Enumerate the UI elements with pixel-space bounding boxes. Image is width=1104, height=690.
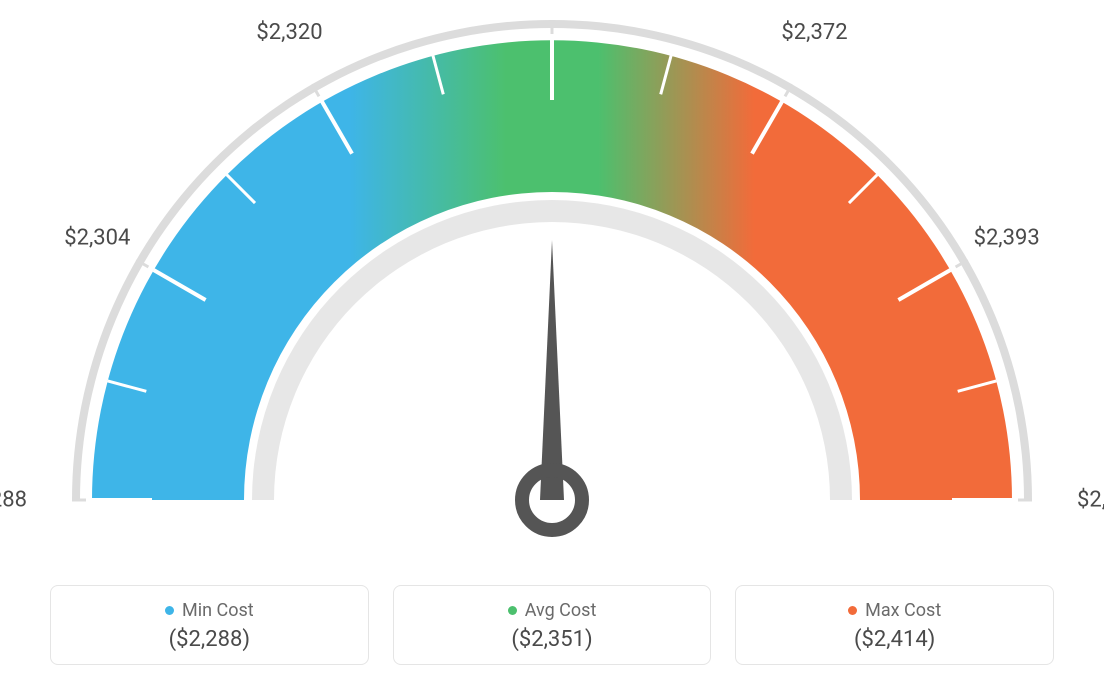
gauge-tick-label: $2,393 [974, 225, 1040, 250]
max-cost-label: Max Cost [865, 600, 941, 621]
avg-cost-label: Avg Cost [525, 600, 597, 621]
gauge-tick-label: $2,288 [0, 488, 27, 513]
gauge-tick-label: $2,372 [781, 20, 847, 45]
summary-cards: Min Cost ($2,288) Avg Cost ($2,351) Max … [50, 585, 1054, 665]
avg-dot-icon [508, 606, 517, 615]
min-dot-icon [165, 606, 174, 615]
max-cost-title: Max Cost [746, 600, 1043, 621]
max-cost-card: Max Cost ($2,414) [735, 585, 1054, 665]
avg-cost-card: Avg Cost ($2,351) [393, 585, 712, 665]
avg-cost-title: Avg Cost [404, 600, 701, 621]
gauge-tick-label: $2,414 [1077, 488, 1104, 513]
max-cost-value: ($2,414) [746, 627, 1043, 652]
max-dot-icon [848, 606, 857, 615]
min-cost-card: Min Cost ($2,288) [50, 585, 369, 665]
min-cost-title: Min Cost [61, 600, 358, 621]
gauge-tick-label: $2,320 [256, 20, 322, 45]
gauge-tick-label: $2,304 [64, 225, 130, 250]
cost-gauge: $2,288$2,304$2,320$2,351$2,372$2,393$2,4… [0, 0, 1104, 560]
avg-cost-value: ($2,351) [404, 627, 701, 652]
min-cost-value: ($2,288) [61, 627, 358, 652]
min-cost-label: Min Cost [182, 600, 254, 621]
